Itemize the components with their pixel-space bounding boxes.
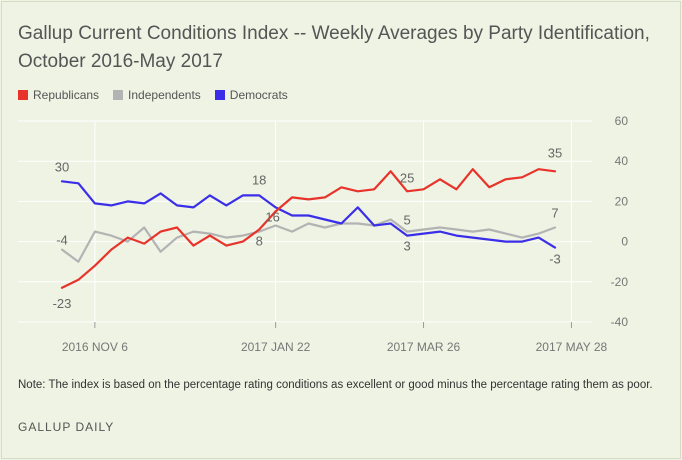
y-tick-label: 20: [615, 194, 629, 208]
data-label: 3: [403, 239, 410, 254]
data-label: -23: [53, 296, 72, 311]
data-label: 7: [551, 206, 558, 221]
legend-item-democrats[interactable]: Democrats: [214, 88, 288, 102]
series-line-republicans: [60, 168, 557, 289]
y-tick-label: 40: [615, 154, 629, 168]
data-label: -4: [56, 233, 68, 248]
legend-label-independents: Independents: [128, 88, 201, 102]
x-tick-label: 2016 NOV 6: [62, 340, 128, 354]
legend-item-republicans[interactable]: Republicans: [18, 88, 99, 102]
x-tick-label: 2017 MAR 26: [387, 340, 461, 354]
legend: Republicans Independents Democrats: [18, 88, 288, 102]
legend-swatch-republicans: [18, 90, 28, 100]
legend-label-democrats: Democrats: [229, 88, 288, 102]
data-label: 25: [400, 170, 414, 185]
legend-swatch-democrats: [214, 90, 225, 100]
y-tick-label: -20: [611, 275, 629, 289]
y-tick-label: 60: [615, 114, 629, 128]
y-tick-label: -40: [611, 315, 629, 329]
data-label: 16: [265, 209, 279, 224]
chart-source: GALLUP DAILY: [18, 420, 115, 434]
chart-title: Gallup Current Conditions Index -- Weekl…: [18, 23, 650, 72]
legend-label-republicans: Republicans: [33, 88, 100, 102]
data-label: 30: [55, 159, 69, 174]
series-line-democrats: [60, 180, 557, 249]
legend-item-independents[interactable]: Independents: [113, 88, 201, 102]
data-label: 18: [252, 172, 266, 187]
chart-note: Note: The index is based on the percenta…: [18, 379, 653, 391]
y-tick-label: 0: [621, 235, 628, 249]
data-label: 5: [403, 213, 410, 228]
x-tick-label: 2017 MAY 28: [536, 340, 608, 354]
data-label: -3: [549, 252, 561, 267]
x-tick-label: 2017 JAN 22: [241, 340, 311, 354]
data-label: 35: [548, 145, 562, 160]
data-label: 8: [256, 234, 263, 249]
legend-swatch-independents: [113, 90, 124, 100]
